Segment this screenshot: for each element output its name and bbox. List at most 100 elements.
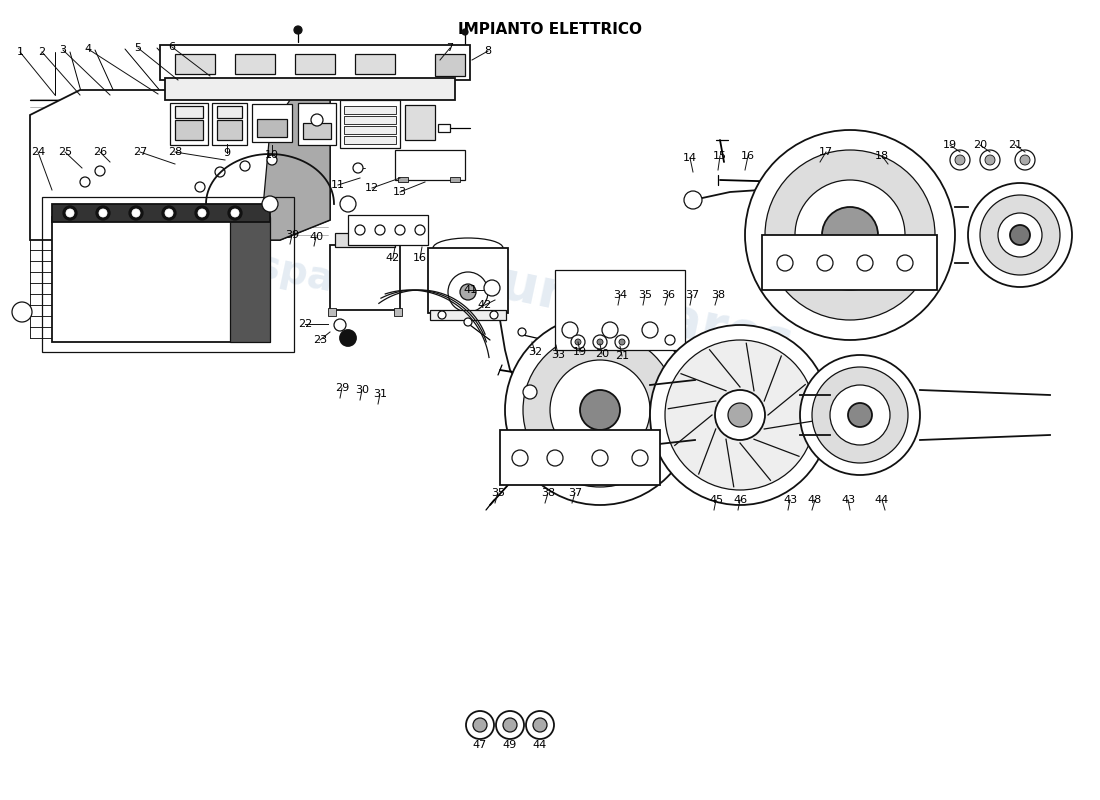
Bar	[556, 270, 685, 350]
Circle shape	[795, 180, 905, 290]
Text: 21: 21	[615, 351, 629, 361]
Circle shape	[632, 450, 648, 466]
Circle shape	[353, 163, 363, 173]
Bar	[52, 217, 270, 342]
Bar	[42, 197, 294, 352]
Circle shape	[96, 206, 110, 220]
Bar	[398, 177, 408, 182]
Circle shape	[512, 450, 528, 466]
Text: 28: 28	[168, 147, 183, 157]
Circle shape	[896, 255, 913, 271]
Bar	[295, 54, 336, 74]
Circle shape	[198, 209, 206, 217]
Circle shape	[214, 167, 225, 177]
Circle shape	[848, 403, 872, 427]
Text: 34: 34	[613, 290, 627, 300]
Text: 22: 22	[298, 319, 312, 329]
Circle shape	[518, 328, 526, 336]
Bar	[344, 116, 396, 124]
Text: 20: 20	[972, 140, 987, 150]
Text: 27: 27	[133, 147, 147, 157]
Bar	[175, 54, 214, 74]
Text: 42: 42	[386, 253, 400, 263]
Text: 24: 24	[31, 147, 45, 157]
Text: 26: 26	[92, 147, 107, 157]
Bar	[344, 126, 396, 134]
Text: 48: 48	[807, 495, 822, 505]
Text: 12: 12	[365, 183, 380, 193]
Circle shape	[547, 450, 563, 466]
Text: 10: 10	[265, 150, 279, 160]
Circle shape	[505, 315, 695, 505]
Bar	[348, 215, 428, 245]
Circle shape	[228, 206, 242, 220]
Circle shape	[99, 209, 107, 217]
Bar	[428, 248, 508, 313]
Text: 35: 35	[491, 488, 505, 498]
Circle shape	[602, 322, 618, 338]
Circle shape	[503, 718, 517, 732]
Circle shape	[267, 155, 277, 165]
Bar	[212, 103, 248, 145]
Circle shape	[998, 213, 1042, 257]
Bar	[160, 45, 470, 80]
Circle shape	[395, 225, 405, 235]
Text: 11: 11	[331, 180, 345, 190]
Circle shape	[666, 340, 815, 490]
Circle shape	[496, 711, 524, 739]
Circle shape	[12, 302, 32, 322]
Bar	[344, 106, 396, 114]
Text: 15: 15	[713, 151, 727, 161]
Bar	[434, 54, 465, 76]
Bar	[175, 120, 204, 140]
Circle shape	[817, 255, 833, 271]
Circle shape	[448, 272, 488, 312]
Circle shape	[340, 196, 356, 212]
Text: 43: 43	[783, 495, 798, 505]
Bar	[762, 235, 937, 290]
Text: 19: 19	[573, 347, 587, 357]
Circle shape	[66, 209, 74, 217]
Circle shape	[642, 322, 658, 338]
Circle shape	[415, 225, 425, 235]
Bar	[217, 120, 242, 140]
Bar	[217, 106, 242, 118]
Circle shape	[129, 206, 143, 220]
Circle shape	[526, 711, 554, 739]
Text: 25: 25	[58, 147, 73, 157]
Circle shape	[580, 390, 620, 430]
Text: 47: 47	[473, 740, 487, 750]
Text: IMPIANTO ELETTRICO: IMPIANTO ELETTRICO	[458, 22, 642, 37]
Circle shape	[1010, 225, 1030, 245]
Text: eurospares: eurospares	[156, 226, 404, 314]
Text: 16: 16	[741, 151, 755, 161]
Text: 33: 33	[551, 350, 565, 360]
Text: 44: 44	[874, 495, 889, 505]
Text: 16: 16	[412, 253, 427, 263]
Bar	[230, 217, 270, 342]
Circle shape	[262, 196, 278, 212]
Circle shape	[464, 318, 472, 326]
Text: 17: 17	[818, 147, 833, 157]
Bar	[340, 100, 400, 148]
Circle shape	[490, 311, 498, 319]
Text: 39: 39	[285, 230, 299, 240]
Bar	[336, 233, 395, 247]
Text: 49: 49	[503, 740, 517, 750]
Circle shape	[240, 161, 250, 171]
Text: 18: 18	[874, 151, 889, 161]
Circle shape	[822, 207, 878, 263]
Circle shape	[980, 195, 1060, 275]
Polygon shape	[30, 90, 330, 240]
Circle shape	[1020, 155, 1030, 165]
Circle shape	[968, 183, 1072, 287]
Text: 13: 13	[393, 187, 407, 197]
Bar	[450, 177, 460, 182]
Circle shape	[522, 333, 676, 487]
Circle shape	[666, 335, 675, 345]
Circle shape	[522, 385, 537, 399]
Bar	[298, 103, 336, 145]
Text: 3: 3	[59, 45, 66, 55]
Circle shape	[462, 29, 468, 35]
Circle shape	[597, 339, 603, 345]
